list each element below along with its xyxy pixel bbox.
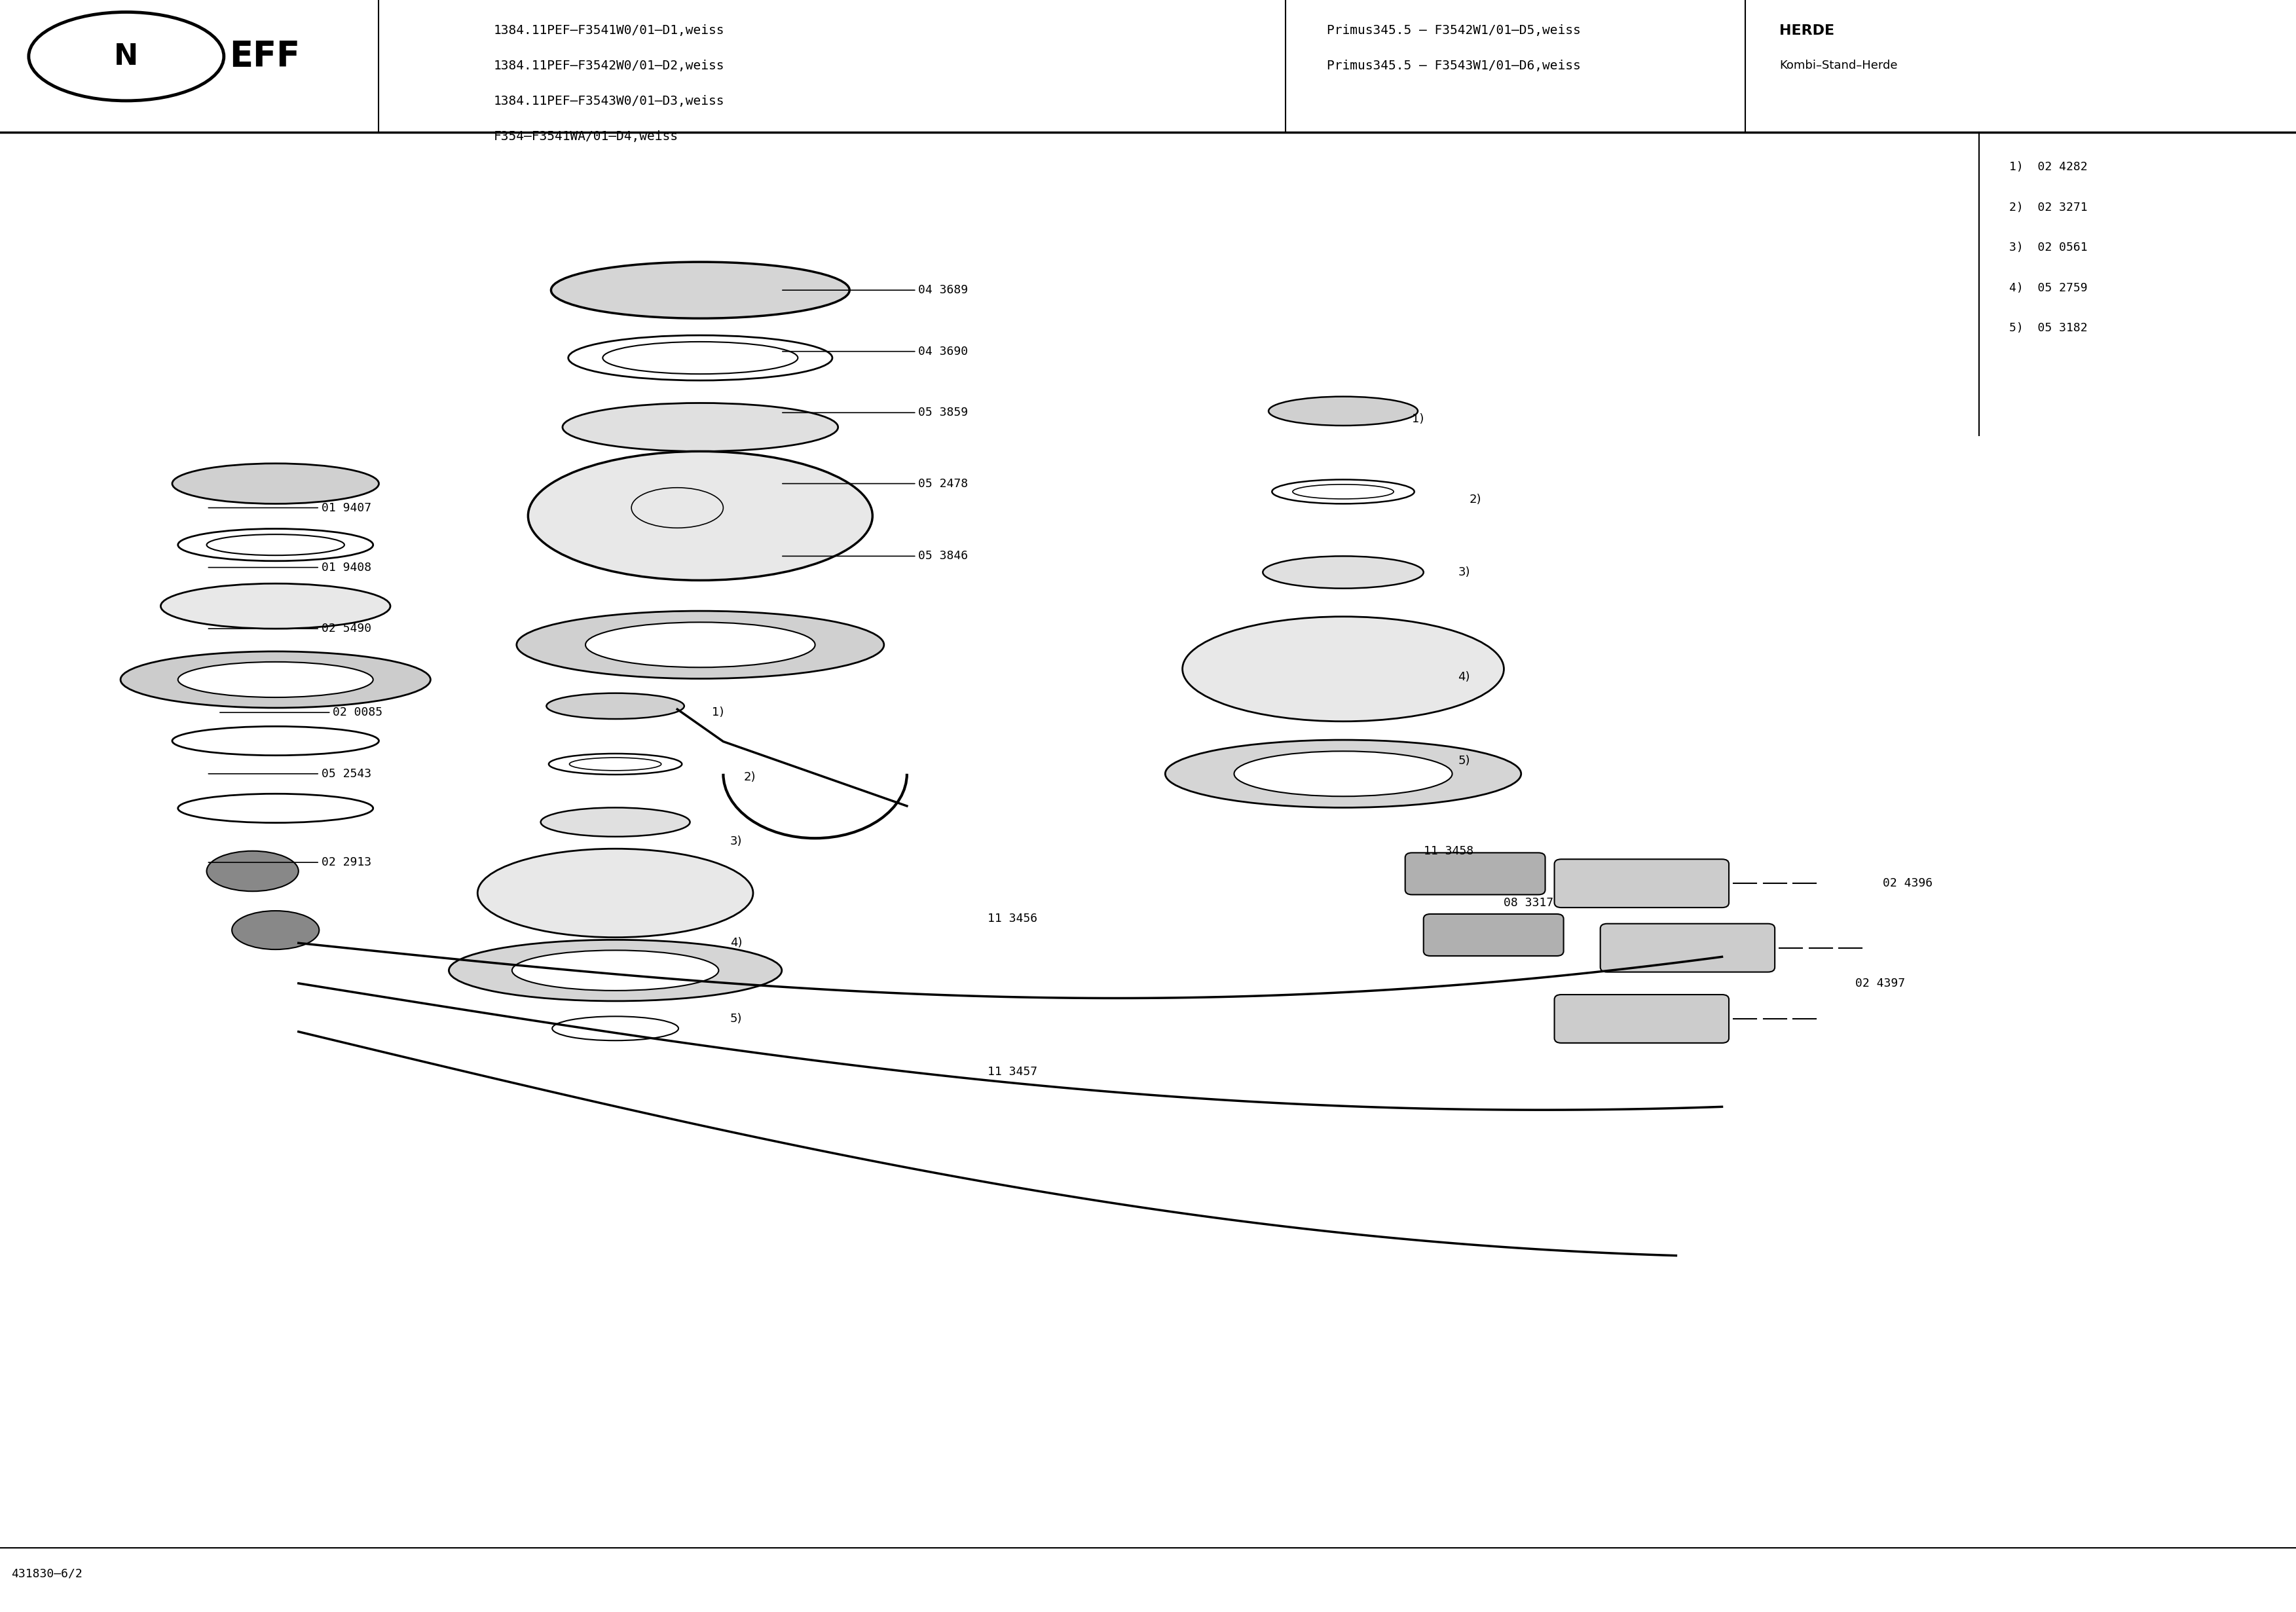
Ellipse shape [1164,740,1520,808]
Text: 2): 2) [744,771,755,783]
Ellipse shape [232,911,319,949]
Text: 02 4396: 02 4396 [1883,877,1933,890]
Text: 4): 4) [730,937,742,949]
Text: 04 3689: 04 3689 [783,284,969,297]
Text: 02 4397: 02 4397 [1855,977,1906,990]
FancyBboxPatch shape [1600,924,1775,972]
Text: 3)  02 0561: 3) 02 0561 [2009,242,2087,253]
FancyBboxPatch shape [1554,859,1729,908]
Ellipse shape [563,403,838,451]
Text: N: N [115,42,138,71]
Ellipse shape [517,611,884,679]
Ellipse shape [172,464,379,505]
Text: 4): 4) [1458,671,1469,683]
Text: 11 3457: 11 3457 [987,1066,1038,1078]
Ellipse shape [512,949,719,990]
Text: 1)  02 4282: 1) 02 4282 [2009,161,2087,172]
Ellipse shape [1182,616,1504,722]
Text: 5): 5) [1458,754,1469,767]
Ellipse shape [207,851,298,891]
Text: 1): 1) [1412,413,1424,426]
Ellipse shape [551,263,850,319]
Ellipse shape [585,622,815,667]
Text: 1384.11PEF–F3542W0/01–D2,weiss: 1384.11PEF–F3542W0/01–D2,weiss [494,60,726,73]
Text: Primus345.5 – F3542W1/01–D5,weiss: Primus345.5 – F3542W1/01–D5,weiss [1327,24,1582,37]
Text: 4)  05 2759: 4) 05 2759 [2009,282,2087,293]
Ellipse shape [1267,397,1417,426]
Text: 02 2913: 02 2913 [209,856,372,869]
Text: 1384.11PEF–F3543W0/01–D3,weiss: 1384.11PEF–F3543W0/01–D3,weiss [494,95,726,108]
Text: Primus345.5 – F3543W1/01–D6,weiss: Primus345.5 – F3543W1/01–D6,weiss [1327,60,1582,73]
Text: 04 3690: 04 3690 [783,345,969,358]
Text: 5): 5) [730,1012,742,1025]
FancyBboxPatch shape [1554,995,1729,1043]
Ellipse shape [542,808,689,837]
Text: 2): 2) [1469,493,1481,506]
FancyBboxPatch shape [1405,853,1545,895]
Text: 3): 3) [1458,566,1469,579]
Text: 3): 3) [730,835,742,848]
Ellipse shape [1233,751,1451,796]
Text: HERDE: HERDE [1779,24,1835,37]
Text: Kombi–Stand–Herde: Kombi–Stand–Herde [1779,60,1896,71]
Text: F354–F3541WA/01–D4,weiss: F354–F3541WA/01–D4,weiss [494,131,677,143]
Text: 08 3317: 08 3317 [1504,896,1554,909]
Text: 05 2543: 05 2543 [209,767,372,780]
Ellipse shape [478,848,753,937]
Text: 05 2478: 05 2478 [783,477,969,490]
Text: 01 9407: 01 9407 [209,501,372,514]
Ellipse shape [546,693,684,719]
Ellipse shape [450,940,781,1001]
Text: 5)  05 3182: 5) 05 3182 [2009,322,2087,334]
Text: 1): 1) [712,706,723,719]
Ellipse shape [179,663,372,698]
Text: 431830–6/2: 431830–6/2 [11,1568,83,1580]
Text: 01 9408: 01 9408 [209,561,372,574]
FancyBboxPatch shape [1424,914,1564,956]
Text: EFF: EFF [230,39,301,74]
Ellipse shape [528,451,872,580]
Ellipse shape [161,584,390,629]
Text: 1384.11PEF–F3541W0/01–D1,weiss: 1384.11PEF–F3541W0/01–D1,weiss [494,24,726,37]
Text: 05 3846: 05 3846 [783,550,969,563]
Text: 05 3859: 05 3859 [783,406,969,419]
Text: 11 3456: 11 3456 [987,912,1038,925]
Ellipse shape [1263,556,1424,588]
Text: 2)  02 3271: 2) 02 3271 [2009,202,2087,213]
Ellipse shape [119,651,432,708]
Text: 02 5490: 02 5490 [209,622,372,635]
Text: 11 3458: 11 3458 [1424,845,1474,858]
Text: 02 0085: 02 0085 [220,706,383,719]
